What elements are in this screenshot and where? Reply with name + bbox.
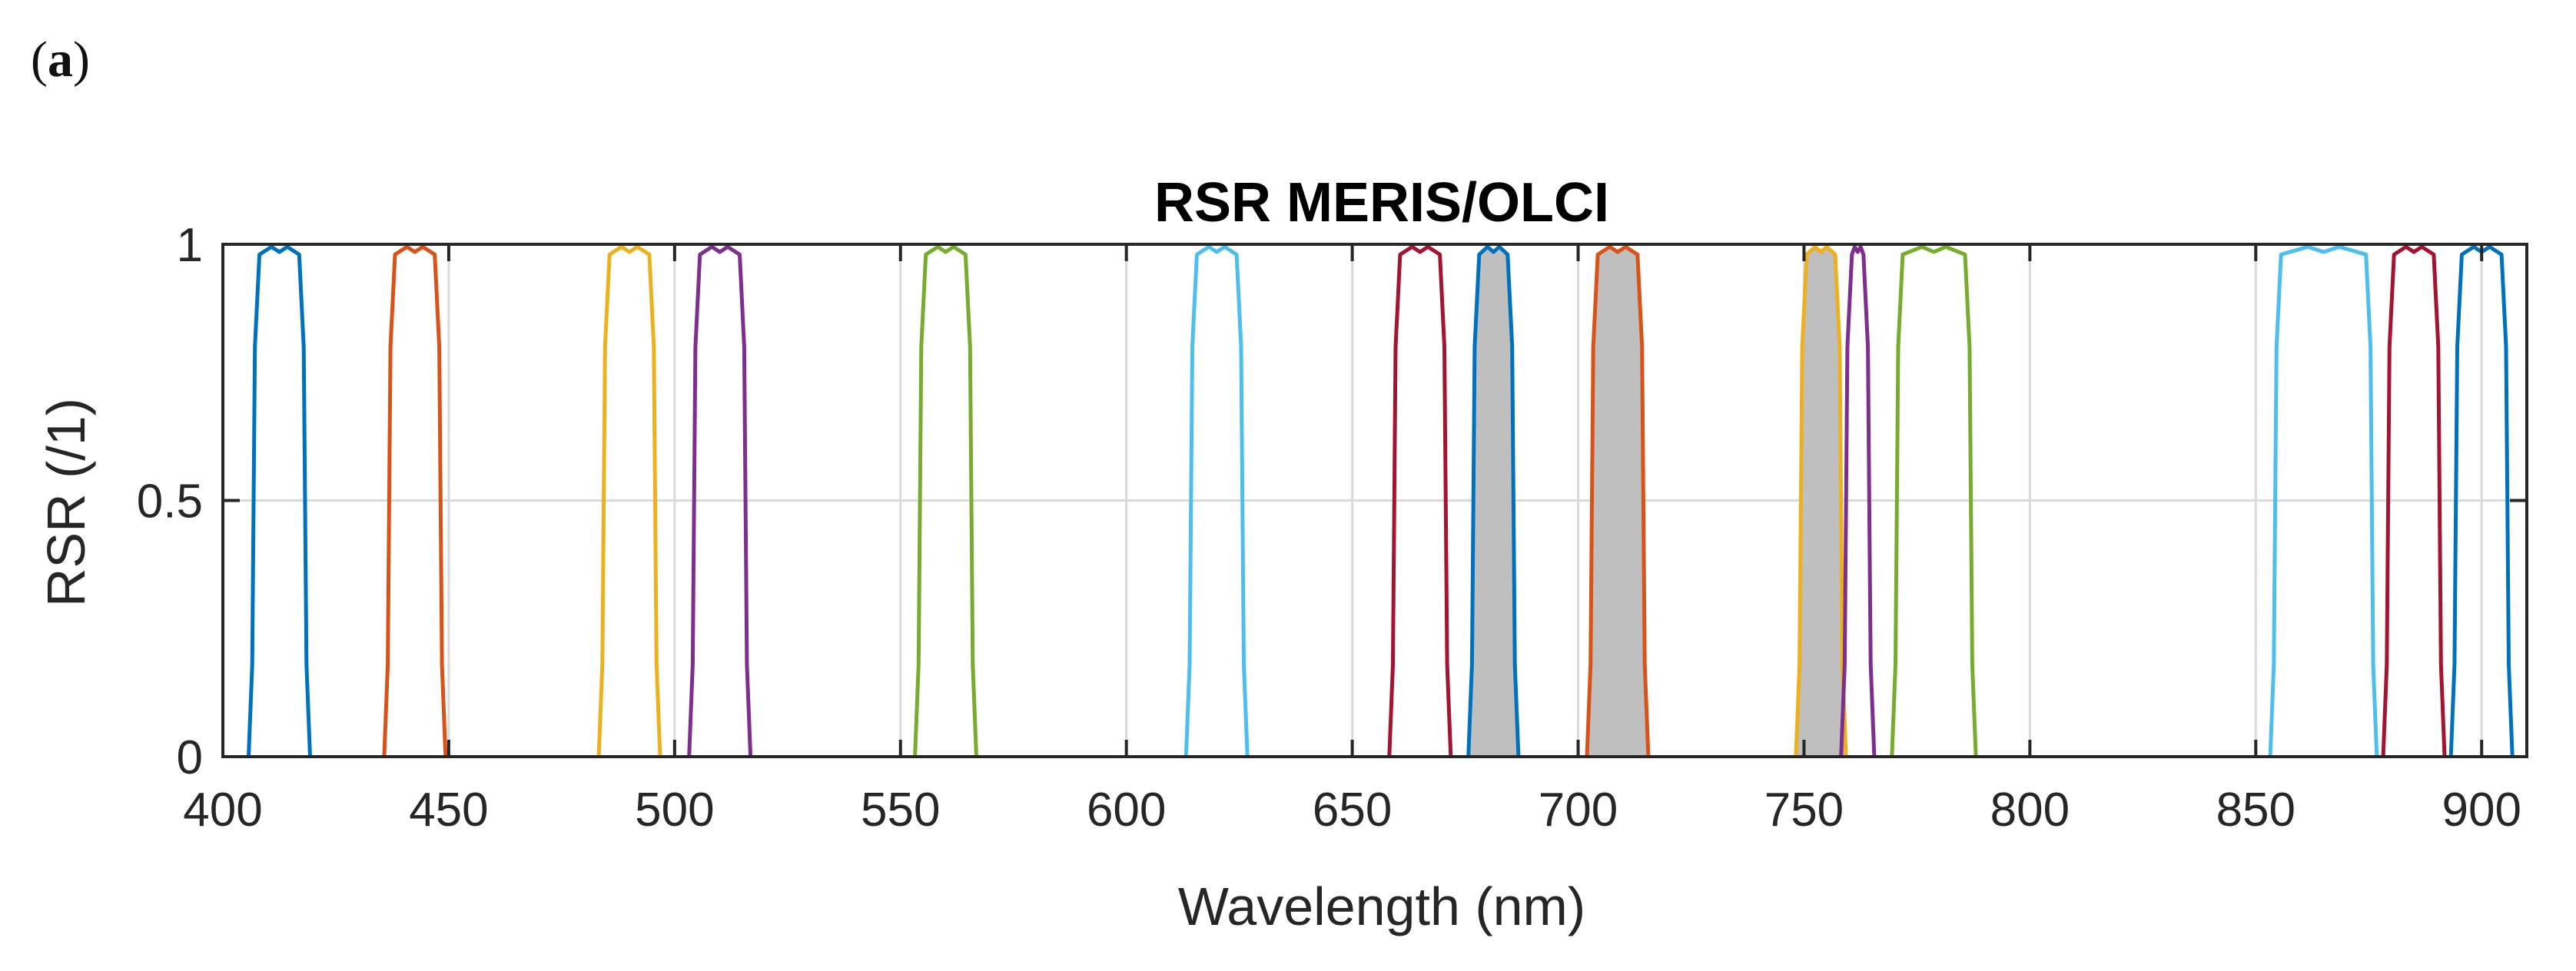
x-tick-label: 400 <box>183 784 262 837</box>
panel-label-close: ) <box>72 31 90 88</box>
band-line-b10 <box>1794 244 1848 757</box>
y-tick-labels: 00.51 <box>137 219 203 784</box>
y-tick-label: 0.5 <box>137 476 203 529</box>
band-line-b4 <box>687 244 753 757</box>
band-line-b1 <box>247 244 312 757</box>
band-line-b14 <box>2381 244 2447 757</box>
x-tick-label: 450 <box>409 784 488 837</box>
band-line-b7 <box>1387 244 1453 757</box>
x-tick-label: 700 <box>1539 784 1618 837</box>
band-line-b5 <box>913 244 978 757</box>
x-tick-label: 500 <box>635 784 714 837</box>
tick-marks <box>221 243 2527 758</box>
panel-label-open: ( <box>31 31 48 88</box>
band-line-b9 <box>1585 244 1651 757</box>
band-line-b13 <box>2268 244 2379 757</box>
grid-lines <box>221 243 2527 758</box>
band-line-b3 <box>596 244 662 757</box>
band-line-b8 <box>1466 244 1521 757</box>
band-lines <box>247 244 2515 757</box>
x-tick-label: 650 <box>1313 784 1392 837</box>
x-tick-label: 800 <box>1990 784 2070 837</box>
band-fill-b9 <box>1587 247 1648 757</box>
x-tick-label: 900 <box>2442 784 2521 837</box>
x-tick-label: 750 <box>1764 784 1844 837</box>
x-tick-label: 600 <box>1087 784 1166 837</box>
x-axis-label: Wavelength (nm) <box>1178 877 1585 936</box>
x-tick-labels: 400 450 500 550 600 650 700 750 800 850 900 <box>183 784 2521 837</box>
band-line-b6 <box>1183 244 1250 757</box>
y-tick-label: 0 <box>177 731 203 784</box>
chart-title: RSR MERIS/OLCI <box>1154 172 1609 234</box>
panel-label-letter: a <box>47 31 73 88</box>
x-tick-label: 550 <box>861 784 940 837</box>
band-line-b12 <box>1890 244 1978 757</box>
band-fill-b8 <box>1468 247 1519 757</box>
y-tick-label: 1 <box>177 219 203 272</box>
band-fill-b10 <box>1795 247 1847 757</box>
filled-bands <box>1468 247 1847 757</box>
band-line-b11 <box>1839 244 1877 757</box>
y-axis-label: RSR (/1) <box>36 398 96 607</box>
panel-label: (a) <box>31 31 90 89</box>
band-line-b2 <box>382 244 448 757</box>
x-tick-label: 850 <box>2216 784 2295 837</box>
